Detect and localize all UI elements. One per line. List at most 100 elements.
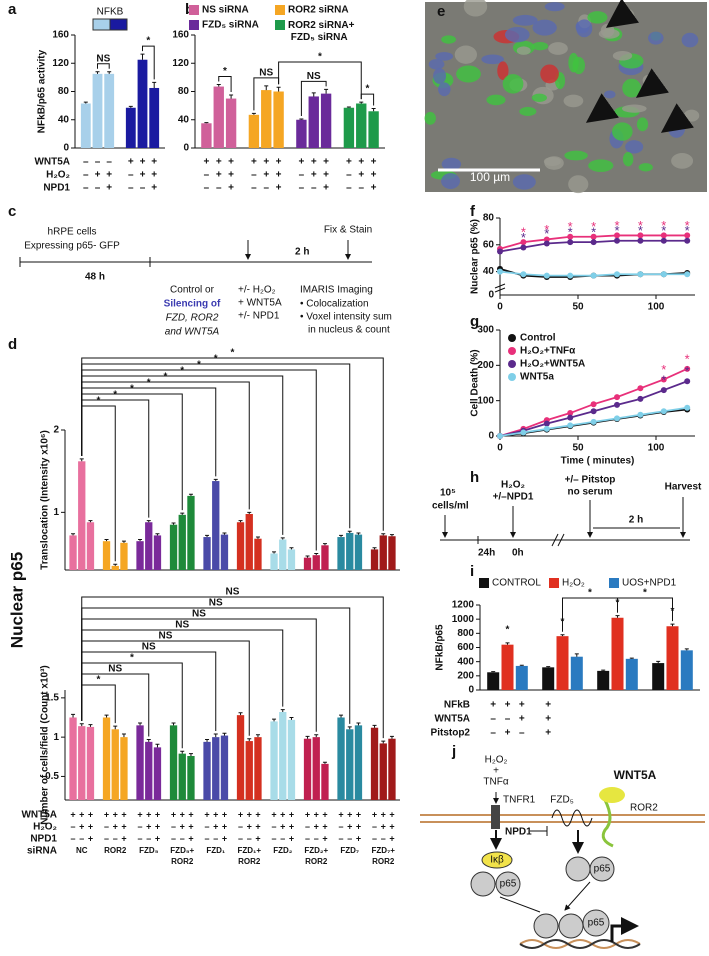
data-point <box>543 425 550 432</box>
condition-mark: + <box>322 833 327 843</box>
legend-swatch <box>549 578 559 588</box>
bar <box>236 715 245 800</box>
bar <box>370 549 379 570</box>
data-point <box>637 237 644 244</box>
data-point <box>543 272 550 279</box>
condition-mark: + <box>358 170 364 181</box>
y-axis-title: NFkB/p65 activity <box>37 49 48 133</box>
cell <box>636 117 649 132</box>
panel-label: d <box>8 336 17 353</box>
bar <box>201 123 212 148</box>
error-bar <box>381 533 386 536</box>
condition-mark: – <box>106 157 112 168</box>
condition-mark: – <box>347 833 352 843</box>
pathway-text: TNFR1 <box>503 795 536 806</box>
condition-mark: + <box>180 809 185 819</box>
bar <box>187 495 195 570</box>
cell <box>481 54 504 65</box>
data-point <box>520 244 527 251</box>
y-tick-label: 40 <box>483 266 495 277</box>
legend-marker <box>508 373 516 381</box>
condition-mark: + <box>381 809 386 819</box>
condition-mark: + <box>356 821 361 831</box>
condition-mark: – <box>138 833 143 843</box>
condition-mark: – <box>171 833 176 843</box>
cell <box>512 14 538 26</box>
cell <box>424 111 436 125</box>
timeline-text: 0h <box>512 548 524 559</box>
y-tick-label: 100 <box>477 395 494 406</box>
condition-mark: + <box>228 183 234 194</box>
protocol-text: Fix & Stain <box>324 225 372 236</box>
cell <box>441 35 457 44</box>
data-point <box>660 387 667 394</box>
bar <box>570 656 583 690</box>
condition-mark: + <box>255 821 260 831</box>
condition-mark: + <box>155 833 160 843</box>
condition-label: NPD1 <box>30 834 57 845</box>
bar <box>69 535 77 570</box>
condition-mark: – <box>216 183 222 194</box>
bar <box>145 522 153 570</box>
error-bar <box>104 539 109 542</box>
y-tick-label: 60 <box>483 239 495 250</box>
error-bar <box>204 122 209 124</box>
legend-label: NS siRNA <box>202 5 249 16</box>
cell <box>497 61 509 80</box>
bar <box>680 650 693 690</box>
condition-mark: + <box>356 833 361 843</box>
cell <box>612 122 633 141</box>
data-point <box>497 433 503 439</box>
y-tick-label: 300 <box>477 325 494 336</box>
y-tick-label: 1000 <box>452 614 475 625</box>
condition-mark: + <box>371 170 377 181</box>
error-bar <box>146 520 151 523</box>
error-bar <box>519 664 524 666</box>
cell <box>622 151 634 167</box>
condition-mark: + <box>121 821 126 831</box>
cell <box>683 109 700 122</box>
bar <box>501 644 514 690</box>
error-bar <box>280 709 285 712</box>
cell <box>548 42 568 55</box>
condition-mark: – <box>128 183 134 194</box>
y-tick-label: 0.5 <box>45 771 59 782</box>
condition-mark: + <box>222 821 227 831</box>
condition-mark: – <box>305 833 310 843</box>
condition-mark: – <box>346 183 352 194</box>
legend-title: NFKB <box>97 7 124 18</box>
significance-label: * <box>130 384 134 395</box>
bar <box>279 712 287 800</box>
bar <box>354 725 363 800</box>
condition-mark: + <box>121 833 126 843</box>
error-bar <box>251 112 256 115</box>
error-bar <box>372 724 377 728</box>
axis-break <box>494 283 506 293</box>
condition-mark: + <box>346 157 352 168</box>
condition-mark: + <box>247 821 252 831</box>
data-point <box>637 271 644 278</box>
significance-bracket <box>81 405 116 562</box>
legend-swatch <box>189 5 199 15</box>
condition-mark: + <box>251 157 257 168</box>
data-point <box>660 271 667 278</box>
data-point <box>684 378 691 385</box>
panel-label: f <box>470 203 476 220</box>
bar <box>354 534 363 570</box>
cell <box>531 93 547 102</box>
protocol-text: +/- NPD1 <box>238 311 280 322</box>
condition-mark: – <box>372 833 377 843</box>
data-point <box>660 376 667 383</box>
condition-mark: – <box>247 833 252 843</box>
bar <box>225 98 237 148</box>
condition-mark: + <box>151 170 157 181</box>
condition-mark: + <box>79 809 84 819</box>
data-point <box>614 401 620 408</box>
y-tick-label: 1 <box>53 732 59 743</box>
y-tick-label: 120 <box>52 58 69 69</box>
error-bar <box>255 536 260 539</box>
protocol-text: Expressing p65- GFP <box>24 241 120 252</box>
group-name: FZD₇ <box>340 846 359 855</box>
data-point <box>590 239 597 246</box>
timeline-text: no serum <box>567 487 612 498</box>
